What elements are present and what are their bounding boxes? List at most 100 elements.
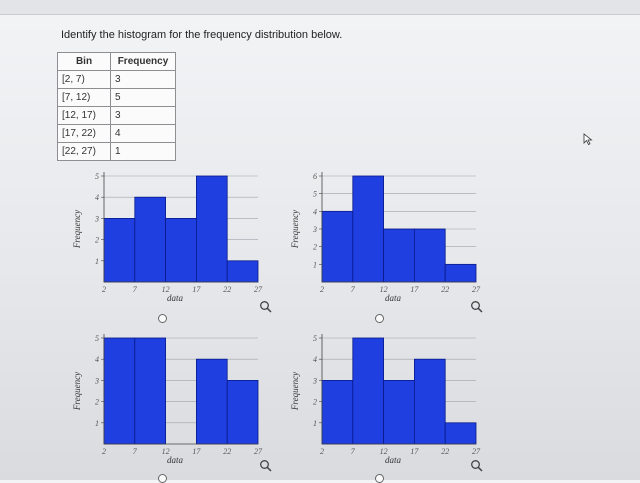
x-tick-label: 22 [223,285,231,294]
browser-top-bar [0,0,640,15]
histogram-bar [165,218,197,283]
histogram-bar [352,175,385,283]
y-tick-label: 1 [95,257,99,266]
y-tick-label: 5 [313,190,317,199]
frequency-cell: 4 [110,124,176,143]
bin-cell: [17, 22) [57,124,111,143]
x-tick-label: 27 [472,447,481,456]
histogram-bar [226,380,259,445]
bin-cell: [7, 12) [57,88,111,107]
y-axis-label: Frequency [290,210,300,249]
y-tick-label: 4 [95,355,99,364]
histogram-bar [195,175,228,283]
histogram-option-b[interactable]: 1 2 3 4 5 6 2 7 12 17 22 27 data Frequency [280,168,500,308]
y-tick-label: 2 [313,398,317,407]
y-tick-label: 1 [95,419,99,428]
y-tick-label: 2 [95,398,99,407]
x-tick-label: 7 [351,447,356,456]
histogram-bar [134,337,167,445]
y-tick-label: 3 [312,376,317,385]
histogram-bar [103,337,136,445]
x-tick-label: 27 [472,285,481,294]
header-frequency: Frequency [110,52,176,71]
histogram-bar [352,337,385,445]
y-tick-label: 2 [95,236,99,245]
y-axis-label: Frequency [290,372,300,411]
x-tick-label: 12 [162,447,170,456]
y-tick-label: 3 [94,376,99,385]
bin-cell: [12, 17) [57,106,111,125]
x-tick-label: 22 [441,285,449,294]
bin-cell: [2, 7) [57,70,111,89]
y-tick-label: 2 [313,243,317,252]
x-axis-label: data [385,455,402,465]
radio-option-b[interactable] [375,314,384,323]
x-tick-label: 12 [162,285,170,294]
x-tick-label: 17 [410,447,419,456]
x-tick-label: 12 [380,447,388,456]
histogram-bar [444,263,477,283]
radio-option-c[interactable] [158,474,167,483]
mouse-cursor-icon [583,133,593,145]
magnifier-icon[interactable] [259,459,273,473]
table-row: [2, 7) 3 [57,70,176,89]
histogram-bar [103,218,136,283]
x-tick-label: 17 [410,285,419,294]
histogram-bar [444,422,477,445]
x-tick-label: 7 [351,285,356,294]
y-axis-label: Frequency [72,210,82,249]
y-tick-label: 4 [313,207,317,216]
histogram-bar [195,358,228,445]
y-tick-label: 4 [313,355,317,364]
x-tick-label: 27 [254,285,263,294]
y-tick-label: 1 [313,260,317,269]
histogram-bar [413,228,446,283]
histogram-bar [413,358,446,445]
x-tick-label: 7 [133,447,138,456]
y-tick-label: 3 [312,225,317,234]
x-tick-label: 17 [192,447,201,456]
x-tick-label: 22 [223,447,231,456]
histogram-bar [321,210,354,283]
frequency-cell: 5 [110,88,176,107]
x-tick-label: 2 [102,285,106,294]
histogram-bar [134,196,167,283]
histogram-option-a[interactable]: 1 2 3 4 5 2 7 12 17 22 27 data Frequency [62,168,282,308]
x-tick-label: 2 [320,285,324,294]
x-tick-label: 17 [192,285,201,294]
frequency-cell: 3 [110,70,176,89]
x-axis-label: data [167,455,184,465]
magnifier-icon[interactable] [470,300,484,314]
bin-cell: [22, 27) [57,142,111,161]
histogram-option-c[interactable]: 1 2 3 4 5 2 7 12 17 22 27 data Frequency [62,330,282,470]
magnifier-icon[interactable] [259,300,273,314]
header-bin: Bin [57,52,111,71]
frequency-cell: 3 [110,106,176,125]
y-tick-label: 3 [94,214,99,223]
question-prompt: Identify the histogram for the frequency… [61,29,343,41]
histogram-option-d[interactable]: 1 2 3 4 5 2 7 12 17 22 27 data Frequency [280,330,500,470]
x-tick-label: 2 [102,447,106,456]
histogram-bar [321,380,354,445]
y-tick-label: 5 [313,334,317,343]
magnifier-icon[interactable] [470,459,484,473]
frequency-table: Bin Frequency [2, 7) 3 [7, 12) 5 [12, 17… [57,52,176,161]
histogram-bar [383,380,415,445]
y-axis-label: Frequency [72,372,82,411]
radio-option-a[interactable] [158,314,167,323]
y-tick-label: 4 [95,193,99,202]
x-axis-label: data [385,293,402,303]
x-tick-label: 2 [320,447,324,456]
y-tick-label: 5 [95,334,99,343]
x-tick-label: 22 [441,447,449,456]
radio-option-d[interactable] [375,474,384,483]
table-row: [22, 27) 1 [57,142,176,161]
table-row: [12, 17) 3 [57,106,176,125]
x-axis-label: data [167,293,184,303]
frequency-cell: 1 [110,142,176,161]
x-tick-label: 27 [254,447,263,456]
table-row: [7, 12) 5 [57,88,176,107]
